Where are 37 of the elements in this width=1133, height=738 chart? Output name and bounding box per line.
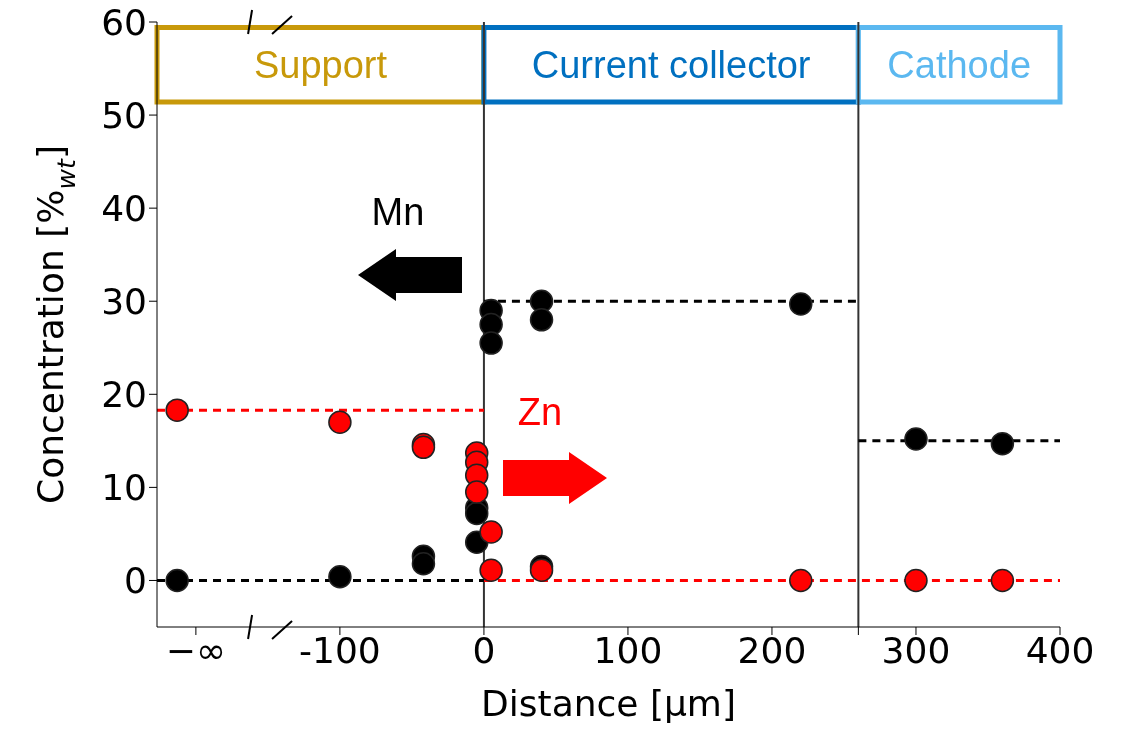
point <box>328 564 352 589</box>
point <box>411 551 436 576</box>
x-tick-label: 300 <box>881 629 951 671</box>
x-tick-label: -100 <box>299 629 381 671</box>
band-label: Support <box>253 44 388 87</box>
point <box>464 480 489 504</box>
point <box>990 431 1015 456</box>
x-tick-label: 0 <box>472 629 496 671</box>
y-tick-label: 40 <box>101 187 147 229</box>
point <box>904 427 928 451</box>
point <box>328 410 352 434</box>
band-label: Cathode <box>887 44 1032 87</box>
x-axis-title: Distance [μm] <box>481 683 736 724</box>
y-tick-label: 20 <box>101 374 147 416</box>
y-tick-label: 50 <box>101 94 147 136</box>
y-tick-label: 10 <box>101 467 147 509</box>
y-tick-label: 30 <box>101 281 147 323</box>
point <box>789 568 813 593</box>
x-tick-label: 100 <box>593 629 663 671</box>
point <box>165 398 189 422</box>
annotation: Mn <box>371 191 425 234</box>
x-tick-label: 200 <box>737 629 807 671</box>
point <box>479 520 503 544</box>
annotation: Zn <box>517 391 563 434</box>
band-label: Current collector <box>531 44 811 87</box>
y-tick-label: 0 <box>124 560 147 602</box>
point <box>479 558 503 582</box>
y-tick-label: 60 <box>101 1 147 43</box>
x-tick-label: 400 <box>1025 629 1095 671</box>
point <box>789 292 813 316</box>
x-tick-label: −∞ <box>165 629 226 671</box>
point <box>529 308 554 332</box>
point <box>479 331 503 355</box>
point <box>990 568 1015 593</box>
point <box>904 568 928 593</box>
point <box>165 568 189 593</box>
point <box>464 501 489 526</box>
